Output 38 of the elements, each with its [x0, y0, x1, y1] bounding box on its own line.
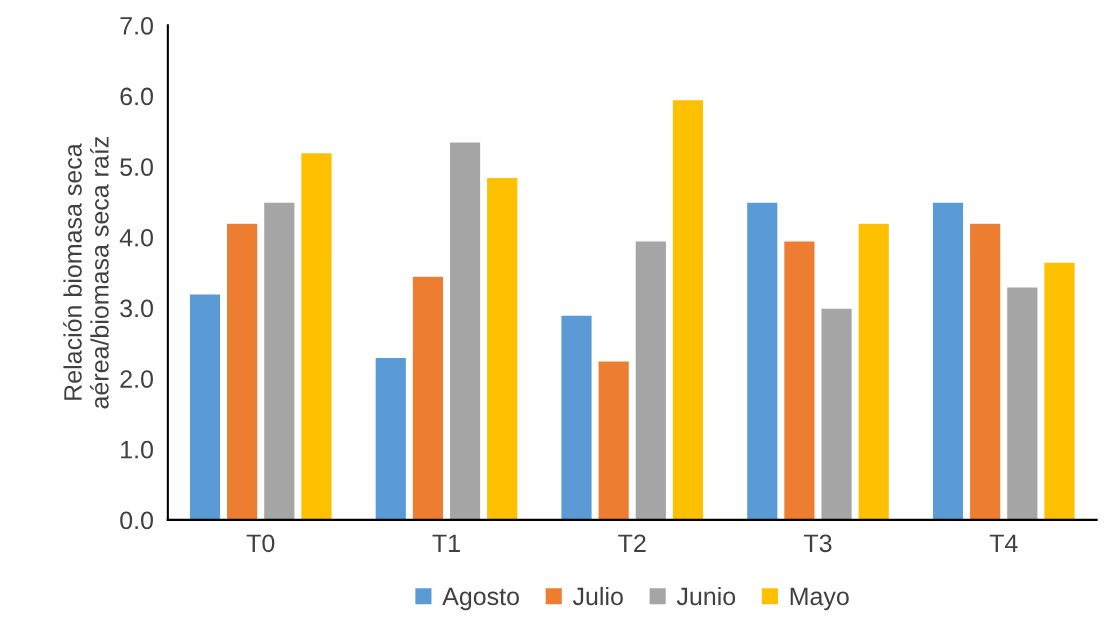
bar [448, 141, 482, 520]
bar [820, 307, 854, 520]
y-tick-label: 5.0 [120, 158, 153, 176]
legend-label: Mayo [790, 587, 849, 611]
bar [857, 222, 891, 520]
bar [634, 240, 668, 520]
bar [188, 293, 222, 520]
legend-label: Junio [676, 586, 736, 606]
bar [262, 201, 296, 520]
legend-label: Julio [572, 586, 623, 606]
y-tick-label: 6.0 [120, 87, 153, 106]
bar [671, 98, 705, 520]
bar [1042, 261, 1076, 520]
bar [782, 240, 816, 520]
bar [968, 222, 1002, 520]
legend-label: Agosto [442, 587, 519, 611]
bar [485, 176, 519, 520]
y-tick-label: 7.0 [120, 16, 153, 35]
y-tick-label: 4.0 [119, 228, 153, 247]
bar [597, 360, 631, 520]
bar [931, 201, 965, 520]
bar [745, 201, 779, 520]
x-tick-label: T3 [803, 534, 832, 553]
bar [1005, 286, 1039, 520]
bar [560, 314, 593, 520]
bar [225, 222, 259, 520]
y-tick-label: 3.0 [120, 299, 153, 318]
bar [411, 275, 445, 520]
y-axis-title: Relación biomasa seca aérea/biomasa seca raíz [63, 136, 109, 409]
x-tick-label: T2 [618, 534, 646, 552]
x-tick-label: T0 [246, 534, 275, 553]
bar [299, 151, 333, 520]
x-tick-label: T4 [989, 534, 1018, 552]
y-tick-label: 1.0 [121, 440, 153, 459]
y-tick-label: 0.0 [120, 511, 153, 530]
y-tick-label: 2.0 [120, 370, 153, 388]
x-tick-label: T1 [432, 534, 460, 552]
bar [374, 356, 408, 520]
